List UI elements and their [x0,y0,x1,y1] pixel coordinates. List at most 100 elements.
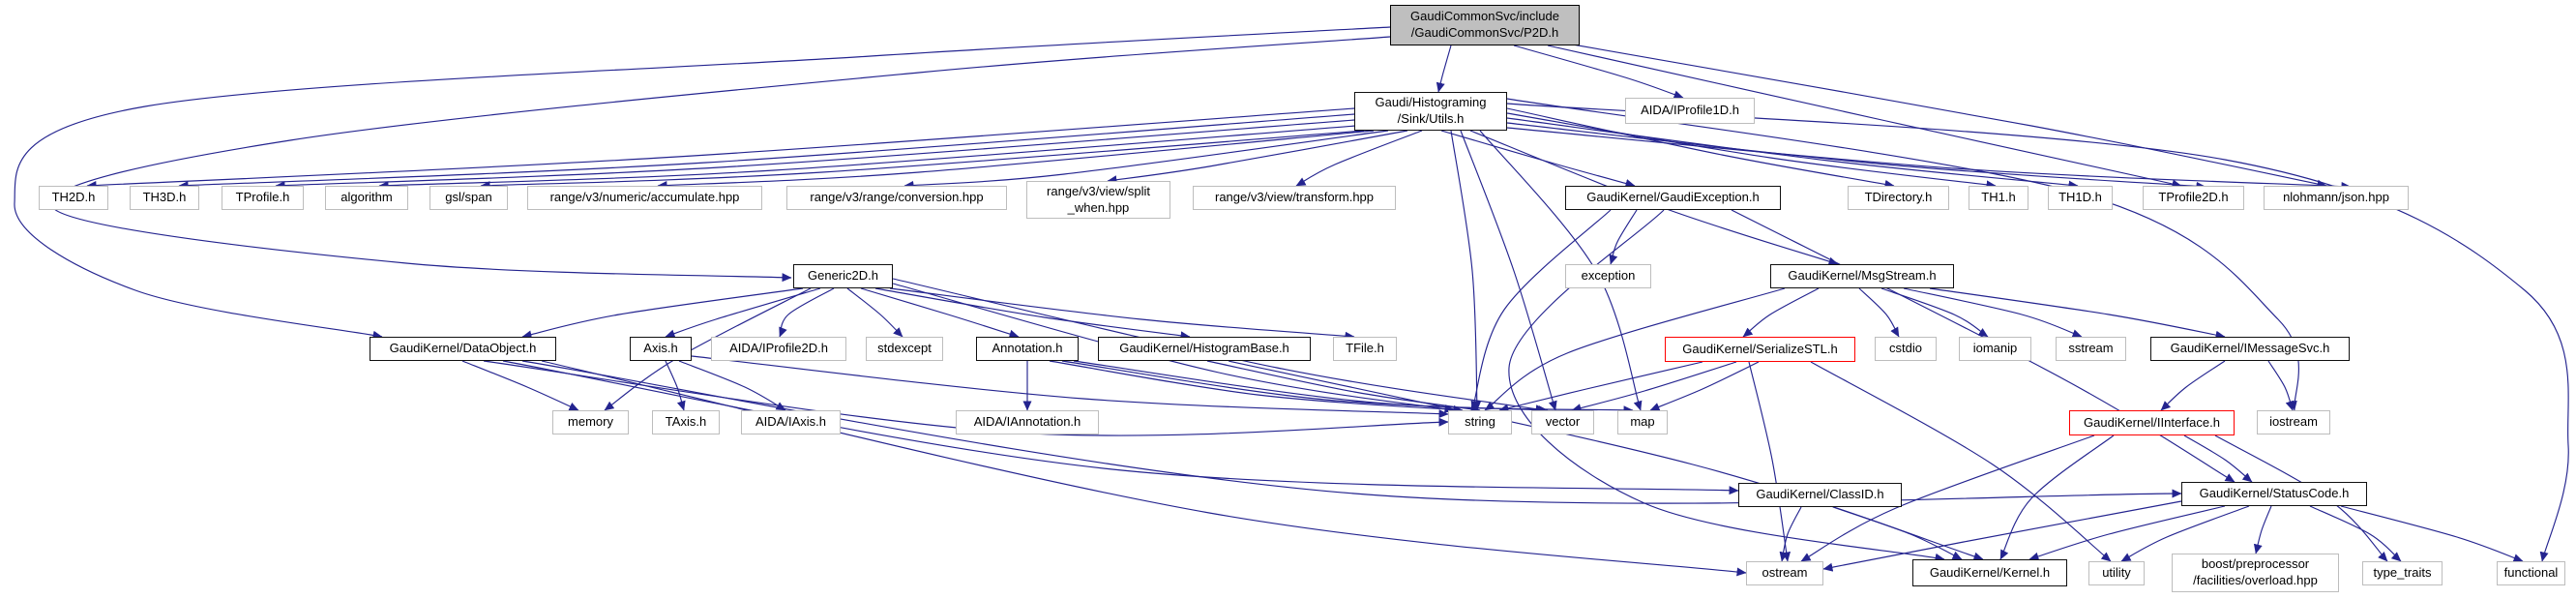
node-histogrambase[interactable]: GaudiKernel/HistogramBase.h [1098,337,1311,361]
node-label-functional: functional [2503,565,2559,581]
edge-annotation-to-map [1073,360,1634,415]
edge-utils-to-transform [1295,130,1423,187]
edge-statuscode-to-type_traits [2309,505,2402,562]
edge-utils-to-tprofile2d [1506,122,2206,191]
node-algorithm: algorithm [325,186,408,210]
node-stdexcept: stdexcept [866,337,943,361]
node-msgstream[interactable]: GaudiKernel/MsgStream.h [1770,264,1954,288]
node-generic2d[interactable]: Generic2D.h [793,264,893,288]
node-label-iaxis: AIDA/IAxis.h [755,414,826,430]
node-label-ostream: ostream [1762,565,1808,581]
node-vector: vector [1531,410,1594,434]
node-label-stdexcept: stdexcept [877,341,932,356]
node-boost: boost/preprocessor /facilities/overload.… [2172,554,2339,592]
edge-serializestl-to-vector [1571,361,1737,412]
edge-classid-to-kernel [1832,506,1963,560]
node-iinterface[interactable]: GaudiKernel/IInterface.h [2069,410,2235,435]
edge-serializestl-to-map [1649,361,1760,411]
node-string: string [1448,410,1512,434]
node-dataobject[interactable]: GaudiKernel/DataObject.h [370,337,556,361]
edge-generic2d-to-string [892,283,1455,413]
node-annotation[interactable]: Annotation.h [976,337,1079,361]
edge-histogrambase-to-kernel [1228,360,1984,561]
node-label-iannotation: AIDA/IAnnotation.h [973,414,1081,430]
node-label-gslspan: gsl/span [445,190,492,205]
node-label-classid: GaudiKernel/ClassID.h [1756,487,1884,502]
node-label-map: map [1630,414,1655,430]
edge-utils-to-gslspan [480,130,1365,191]
node-iostream: iostream [2257,410,2330,434]
node-label-dataobject: GaudiKernel/DataObject.h [389,341,537,356]
node-label-type_traits: type_traits [2373,565,2432,581]
edge-axis-to-taxis [665,360,686,411]
node-label-conversion: range/v3/range/conversion.hpp [810,190,984,205]
node-th1: TH1.h [1969,186,2028,210]
edge-generic2d-to-vector [892,278,1546,413]
node-sstream: sstream [2056,337,2126,361]
node-label-sstream: sstream [2068,341,2114,356]
edge-msgstream-to-sstream [1903,287,2083,338]
edge-msgstream-to-serializestl [1742,287,1820,338]
node-serializestl[interactable]: GaudiKernel/SerializeSTL.h [1665,337,1855,362]
edge-axis-to-iaxis [678,360,786,411]
node-label-gaudiexception: GaudiKernel/GaudiException.h [1586,190,1760,205]
node-label-utils: Gaudi/Histograming /Sink/Utils.h [1375,95,1487,126]
edge-title-to-tprofile2d [1547,45,2182,189]
edge-generic2d-to-iprofile2d [779,287,835,338]
node-classid[interactable]: GaudiKernel/ClassID.h [1738,483,1902,507]
edge-generic2d-to-stdexcept [846,287,903,338]
node-label-iomanip: iomanip [1972,341,2018,356]
node-accumulate: range/v3/numeric/accumulate.hpp [527,186,762,210]
edge-dataobject-to-statuscode [521,360,2182,504]
edge-utils-to-gaudiexception [1440,130,1636,188]
edge-utils-to-tprofile [275,119,1355,191]
node-label-th2d: TH2D.h [51,190,96,205]
node-label-algorithm: algorithm [341,190,393,205]
edge-utils-to-accumulate [657,130,1375,191]
node-label-string: string [1465,414,1495,430]
edge-statuscode-to-functional [2340,505,2524,562]
edge-statuscode-to-ostream [1822,500,2182,572]
node-conversion: range/v3/range/conversion.hpp [786,186,1007,210]
node-transform: range/v3/view/transform.hpp [1193,186,1396,210]
edge-imessagesvc-to-iostream [2267,360,2295,411]
node-label-exception: exception [1581,268,1636,284]
node-gaudiexception[interactable]: GaudiKernel/GaudiException.h [1565,186,1781,210]
node-exception: exception [1565,264,1651,288]
node-label-kernel: GaudiKernel/Kernel.h [1929,564,2051,580]
node-iaxis: AIDA/IAxis.h [741,410,841,434]
node-utils[interactable]: Gaudi/Histograming /Sink/Utils.h [1354,92,1507,131]
edge-dataobject-to-classid [502,360,1739,495]
node-tdirectory: TDirectory.h [1848,186,1949,210]
node-th3d: TH3D.h [130,186,199,210]
edge-msgstream-to-string [1484,287,1786,411]
node-label-memory: memory [568,414,613,430]
edge-utils-to-iostream [1506,98,2299,411]
node-taxis: TAxis.h [652,410,720,434]
node-label-axis: Axis.h [643,341,678,356]
node-tfile: TFile.h [1333,337,1397,361]
node-label-generic2d: Generic2D.h [808,268,878,284]
node-memory: memory [552,410,629,434]
node-imessagesvc[interactable]: GaudiKernel/IMessageSvc.h [2150,337,2350,361]
edge-utils-to-th1 [1506,112,1997,190]
node-label-split_when: range/v3/view/split _when.hpp [1047,183,1150,215]
edge-histogrambase-to-string [1206,360,1481,414]
edge-utils-to-tdirectory [1506,107,1895,189]
edge-msgstream-to-iomanip [1880,287,1989,338]
node-axis[interactable]: Axis.h [630,337,692,361]
edge-utils-to-th2d [86,107,1355,191]
node-label-vector: vector [1545,414,1581,430]
edge-utils-to-string [1450,130,1482,411]
node-label-imessagesvc: GaudiKernel/IMessageSvc.h [2170,341,2330,356]
node-iannotation: AIDA/IAnnotation.h [956,410,1099,434]
edge-gaudiexception-to-exception [1609,209,1638,265]
edge-statuscode-to-utility [2120,505,2250,562]
node-label-title: GaudiCommonSvc/include /GaudiCommonSvc/P… [1410,9,1559,40]
node-statuscode[interactable]: GaudiKernel/StatusCode.h [2181,482,2367,506]
node-kernel[interactable]: GaudiKernel/Kernel.h [1912,559,2067,586]
node-label-iprofile2d: AIDA/IProfile2D.h [729,341,828,356]
edge-title-to-generic2d [50,36,1391,283]
edge-title-to-dataobject [14,26,1391,340]
